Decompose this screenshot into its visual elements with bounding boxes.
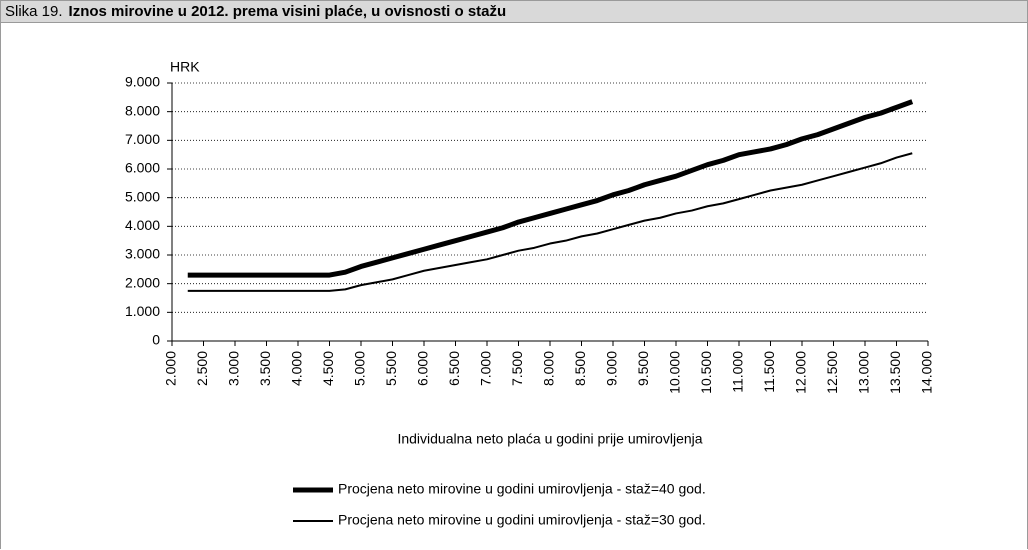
x-tick-label: 8.000 <box>541 351 557 386</box>
y-tick-label: 8.000 <box>125 102 160 118</box>
x-tick-label: 4.500 <box>320 351 336 386</box>
x-tick-label: 5.000 <box>352 351 368 386</box>
x-tick-label: 11.500 <box>761 351 777 393</box>
y-tick-label: 7.000 <box>125 131 160 147</box>
y-tick-label: 6.000 <box>125 160 160 176</box>
series-line <box>187 99 914 278</box>
y-tick-label: 3.000 <box>125 246 160 262</box>
x-tick-label: 4.000 <box>289 351 305 386</box>
x-tick-label: 12.500 <box>824 351 840 394</box>
x-tick-label: 9.500 <box>635 351 651 386</box>
x-tick-label: 6.000 <box>415 351 431 386</box>
x-tick-label: 7.500 <box>509 351 525 386</box>
y-tick-label: 0 <box>152 332 160 348</box>
x-tick-label: 5.500 <box>383 351 399 386</box>
x-tick-label: 10.500 <box>698 351 714 394</box>
x-tick-label: 7.000 <box>478 351 494 386</box>
x-tick-label: 2.500 <box>194 351 210 386</box>
x-tick-label: 11.000 <box>730 351 746 393</box>
figure-label: Slika 19. <box>5 3 63 20</box>
x-tick-label: 3.500 <box>257 351 273 386</box>
x-tick-label: 6.500 <box>446 351 462 386</box>
y-tick-label: 1.000 <box>125 303 160 319</box>
y-tick-label: 9.000 <box>125 74 160 90</box>
x-tick-label: 8.500 <box>572 351 588 386</box>
x-tick-label: 13.500 <box>887 351 903 394</box>
x-tick-label: 14.000 <box>919 351 935 394</box>
x-tick-label: 13.000 <box>856 351 872 394</box>
x-tick-label: 3.000 <box>226 351 242 386</box>
y-tick-label: 2.000 <box>125 274 160 290</box>
legend-label: Procjena neto mirovine u godini umirovlj… <box>338 481 706 497</box>
y-tick-label: 5.000 <box>125 188 160 204</box>
x-tick-label: 2.000 <box>163 351 179 386</box>
y-axis-label: HRK <box>170 59 200 75</box>
x-tick-label: 9.000 <box>604 351 620 386</box>
title-bar: Slika 19. Iznos mirovine u 2012. prema vi… <box>1 0 1027 23</box>
series-line <box>187 152 913 292</box>
chart-title: Iznos mirovine u 2012. prema visini plać… <box>68 3 507 20</box>
x-tick-label: 12.000 <box>793 351 809 394</box>
y-tick-label: 4.000 <box>125 217 160 233</box>
legend-label: Procjena neto mirovine u godini umirovlj… <box>338 512 706 528</box>
x-tick-label: 10.000 <box>667 351 683 394</box>
x-axis-label: Individualna neto plaća u godini prije u… <box>397 431 702 447</box>
